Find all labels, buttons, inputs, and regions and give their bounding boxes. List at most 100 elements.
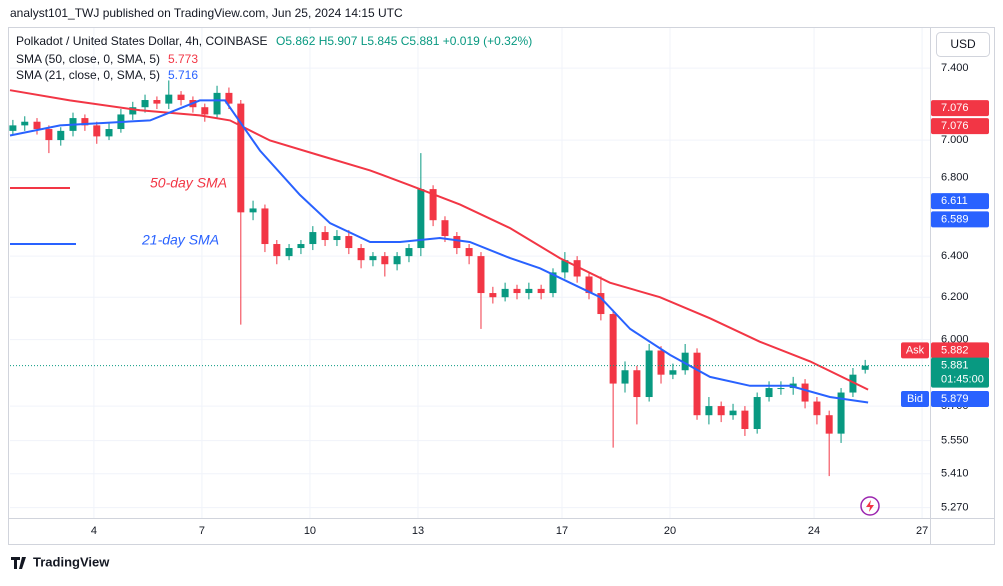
- candle-body: [693, 352, 701, 416]
- candle-body: [21, 121, 29, 126]
- candle-body: [261, 208, 269, 245]
- price-tag: [931, 118, 989, 135]
- price-tag-caption-box: [901, 342, 929, 359]
- price-tag: [931, 100, 989, 117]
- candle-body: [105, 129, 113, 137]
- candle-body: [717, 406, 725, 416]
- candle-body: [93, 125, 101, 137]
- candle-body: [369, 256, 377, 261]
- candle-body: [249, 208, 257, 213]
- y-tick-label: 7.400: [941, 62, 969, 74]
- candle-body: [633, 370, 641, 398]
- plot-area: 7.4007.0006.8006.4006.2006.0005.7005.550…: [9, 28, 969, 537]
- sma-line: [9, 99, 869, 404]
- candle-body: [165, 94, 173, 104]
- candle-body: [9, 125, 17, 131]
- x-tick-label: 4: [91, 525, 97, 537]
- price-tag-label: 5.879: [941, 393, 969, 405]
- currency-button[interactable]: [936, 32, 990, 57]
- candle-body: [777, 388, 785, 390]
- candle-body: [417, 189, 425, 249]
- candle-body: [81, 118, 89, 126]
- candle-body: [297, 244, 305, 249]
- x-tick-label: 7: [199, 525, 205, 537]
- candle-body: [393, 256, 401, 265]
- candle-body: [285, 248, 293, 257]
- candle-body: [501, 288, 509, 298]
- ohlc-values: O5.862 H5.907 L5.845 C5.881 +0.019 (+0.3…: [276, 34, 532, 48]
- candle-body: [237, 103, 245, 213]
- candle-body: [573, 260, 581, 277]
- price-tag-label: 7.076: [941, 120, 969, 132]
- candle-body: [441, 220, 449, 237]
- y-tick-label: 5.550: [941, 435, 969, 447]
- candle-body: [333, 236, 341, 241]
- candle-body: [465, 248, 473, 257]
- candle-body: [201, 107, 209, 115]
- sma-line: [9, 89, 869, 391]
- candle-body: [357, 248, 365, 261]
- overlay: Polkadot / United States Dollar, 4h, COI…: [10, 32, 990, 569]
- candle-body: [597, 293, 605, 315]
- candle-body: [405, 248, 413, 257]
- lightning-icon[interactable]: [860, 496, 880, 516]
- x-tick-label: 24: [808, 525, 820, 537]
- price-tag-label: 6.611: [941, 195, 968, 207]
- price-countdown: 01:45:00: [941, 374, 984, 386]
- y-tick-label: 6.400: [941, 250, 969, 262]
- candle-body: [213, 92, 221, 115]
- candle-body: [837, 392, 845, 434]
- candle-body: [45, 129, 53, 141]
- x-tick-label: 13: [412, 525, 424, 537]
- annotation: 50-day SMA: [150, 175, 227, 191]
- price-tag: [931, 211, 989, 228]
- candle-body: [429, 189, 437, 221]
- candle-body: [681, 352, 689, 371]
- x-tick-label: 20: [664, 525, 676, 537]
- candle-body: [525, 288, 533, 294]
- candle-body: [705, 406, 713, 416]
- price-tag-caption: Bid: [907, 393, 923, 405]
- sma-legend-value: 5.716: [168, 68, 198, 82]
- candle-body: [645, 350, 653, 398]
- candle-body: [729, 410, 737, 416]
- candle-body: [345, 236, 353, 249]
- price-tag-label: 7.076: [941, 102, 969, 114]
- candle-body: [489, 293, 497, 298]
- price-tag-label: 5.881: [941, 360, 969, 372]
- publisher-line: analyst101_TWJ published on TradingView.…: [10, 6, 403, 20]
- annotation: 21-day SMA: [141, 232, 219, 248]
- candle-body: [765, 388, 773, 398]
- x-tick-label: 10: [304, 525, 316, 537]
- price-tags: 7.076 7.076 6.611 6.589 Ask 5.882 5.881 01:45:0…: [901, 100, 989, 408]
- candle-body: [381, 256, 389, 265]
- currency-label[interactable]: USD: [950, 37, 976, 51]
- sma-legend: SMA (21, close, 0, SMA, 5): [16, 68, 160, 82]
- candle-body: [537, 288, 545, 294]
- candle-body: [57, 130, 65, 141]
- price-tag-label: 6.589: [941, 213, 969, 225]
- symbol-title: Polkadot / United States Dollar, 4h, COI…: [16, 34, 267, 48]
- candle-body: [513, 288, 521, 294]
- price-tag-caption: Ask: [906, 344, 925, 356]
- y-tick-label: 6.800: [941, 172, 969, 184]
- candle-body: [753, 397, 761, 430]
- brand-logo: [11, 557, 26, 569]
- y-tick-label: 6.200: [941, 291, 969, 303]
- price-tag: [931, 391, 989, 408]
- candle-body: [33, 121, 41, 130]
- candle-body: [861, 365, 869, 370]
- candle-body: [621, 370, 629, 384]
- candle-body: [273, 244, 281, 257]
- candle-body: [801, 383, 809, 402]
- candle-body: [549, 272, 557, 294]
- candle-body: [657, 350, 665, 375]
- candle-body: [225, 92, 233, 104]
- x-tick-label: 27: [916, 525, 928, 537]
- price-tag: [931, 193, 989, 210]
- candle-body: [669, 370, 677, 375]
- candle-body: [585, 276, 593, 294]
- y-tick-label: 5.270: [941, 502, 969, 514]
